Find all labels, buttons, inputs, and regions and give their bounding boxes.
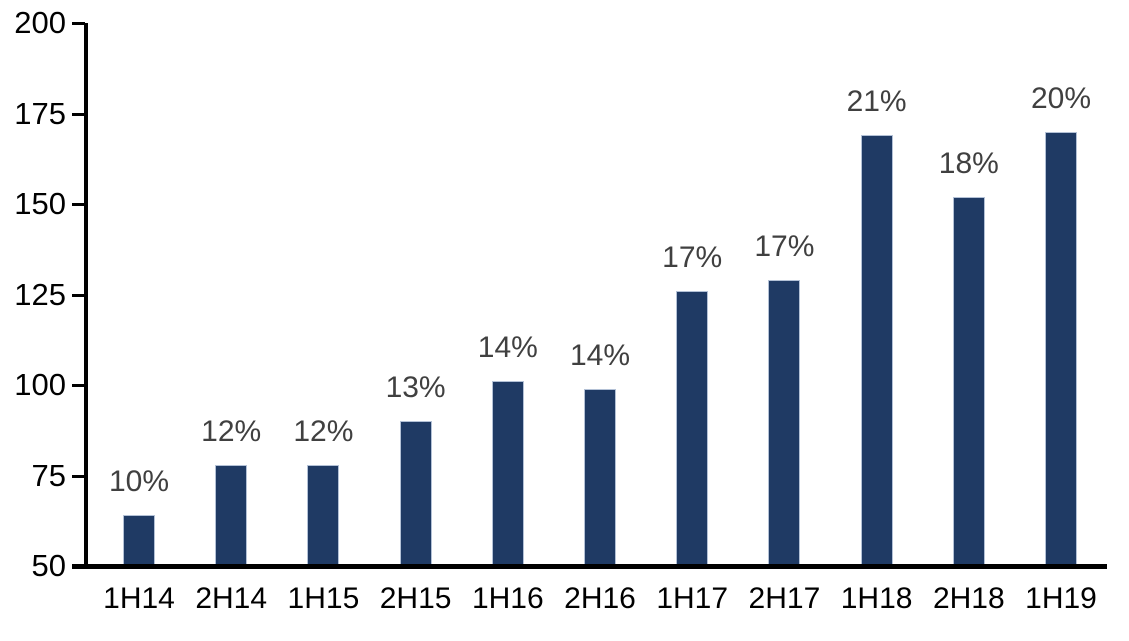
bar-data-label: 12% xyxy=(201,414,262,448)
y-tick-mark xyxy=(72,112,85,116)
y-tick-label: 150 xyxy=(14,186,66,221)
bar xyxy=(491,381,524,566)
bar-data-label: 14% xyxy=(569,338,631,372)
x-tick-label: 2H16 xyxy=(564,582,636,615)
x-axis-line xyxy=(72,564,1107,569)
bar xyxy=(399,421,432,566)
y-tick-label: 175 xyxy=(14,95,66,131)
x-tick-label: 1H19 xyxy=(1025,582,1097,615)
bar-data-label: 14% xyxy=(477,331,538,365)
bar-data-label: 18% xyxy=(938,146,999,180)
bar xyxy=(676,290,709,566)
bar-data-label: 17% xyxy=(662,240,723,274)
bar xyxy=(952,196,985,566)
bar-data-label: 17% xyxy=(754,230,815,264)
bar xyxy=(307,464,340,566)
x-tick-label: 2H17 xyxy=(748,582,821,615)
x-tick-label: 1H18 xyxy=(840,582,913,615)
y-tick-mark xyxy=(72,293,85,297)
bar xyxy=(768,280,801,566)
bar-data-label: 20% xyxy=(1030,81,1092,115)
y-tick-mark xyxy=(72,474,85,478)
y-axis-line xyxy=(84,23,88,566)
x-tick-label: 1H14 xyxy=(103,582,175,615)
bar-data-label: 12% xyxy=(293,414,354,448)
y-tick-label: 125 xyxy=(14,276,66,312)
bar xyxy=(860,135,893,566)
y-tick-label: 50 xyxy=(31,548,66,583)
y-tick-label: 100 xyxy=(14,367,66,402)
bar xyxy=(123,515,155,566)
bar xyxy=(215,464,248,566)
bar-data-label: 13% xyxy=(385,371,446,405)
bar-data-label: 21% xyxy=(846,85,907,119)
y-tick-label: 200 xyxy=(14,5,66,40)
x-tick-label: 1H15 xyxy=(287,582,360,615)
y-tick-mark xyxy=(72,22,85,25)
x-tick-label: 2H15 xyxy=(379,582,452,615)
bar xyxy=(1045,131,1077,566)
x-tick-label: 2H18 xyxy=(932,582,1005,615)
y-tick-mark xyxy=(72,384,85,387)
y-tick-label: 75 xyxy=(31,457,66,493)
x-tick-label: 1H16 xyxy=(471,582,544,615)
bar-data-label: 10% xyxy=(108,465,170,499)
bar xyxy=(584,388,616,566)
x-tick-label: 2H14 xyxy=(195,582,268,615)
x-tick-label: 1H17 xyxy=(656,582,729,615)
y-tick-mark xyxy=(72,203,85,206)
plot-area: 10% 12% 12% 13% 14% 14% 17% 17% 21% 18% 20% xyxy=(72,22,1107,569)
